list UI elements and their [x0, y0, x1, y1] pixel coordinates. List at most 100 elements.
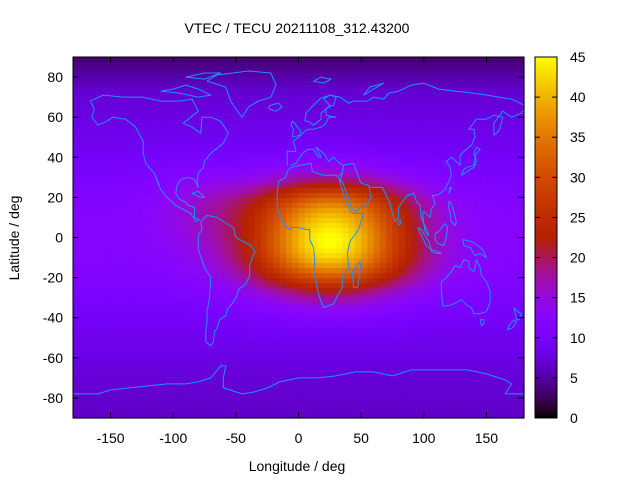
heatmap-cell: [116, 347, 124, 354]
heatmap-cell: [473, 167, 481, 173]
heatmap-cell: [192, 132, 199, 138]
heatmap-cell: [217, 207, 224, 214]
heatmap-cell: [141, 117, 149, 123]
heatmap-cell: [317, 247, 325, 254]
heatmap-cell: [192, 382, 199, 389]
heatmap-cell: [417, 362, 425, 369]
heatmap-cell: [379, 347, 387, 354]
heatmap-cell: [329, 397, 337, 404]
heatmap-cell: [229, 247, 237, 254]
heatmap-cell: [223, 312, 231, 319]
heatmap-cell: [79, 152, 87, 158]
heatmap-cell: [361, 337, 368, 344]
heatmap-cell: [511, 387, 519, 394]
heatmap-cell: [166, 67, 174, 73]
heatmap-cell: [298, 352, 306, 359]
heatmap-cell: [367, 102, 375, 108]
heatmap-cell: [298, 202, 306, 209]
heatmap-cell: [223, 252, 231, 259]
heatmap-cell: [260, 382, 268, 389]
heatmap-cell: [436, 157, 444, 163]
heatmap-cell: [448, 162, 456, 168]
heatmap-cell: [329, 217, 337, 224]
heatmap-cell: [404, 162, 412, 168]
heatmap-cell: [517, 332, 525, 339]
heatmap-cell: [417, 152, 425, 158]
heatmap-cell: [505, 252, 513, 259]
heatmap-cell: [85, 87, 93, 93]
heatmap-cell: [461, 107, 469, 113]
heatmap-cell: [473, 297, 481, 304]
heatmap-cell: [285, 207, 293, 214]
heatmap-cell: [436, 212, 444, 219]
heatmap-cell: [461, 232, 469, 239]
heatmap-cell: [217, 177, 224, 183]
heatmap-cell: [498, 217, 506, 224]
heatmap-cell: [273, 337, 281, 344]
heatmap-cell: [79, 382, 87, 389]
heatmap-cell: [292, 232, 300, 239]
heatmap-cell: [273, 182, 281, 188]
heatmap-cell: [311, 82, 318, 88]
heatmap-cell: [154, 117, 162, 123]
heatmap-cell: [192, 412, 199, 419]
heatmap-cell: [392, 162, 400, 168]
heatmap-cell: [505, 317, 513, 324]
heatmap-cell: [517, 177, 525, 183]
heatmap-cell: [254, 97, 262, 103]
heatmap-cell: [104, 132, 112, 138]
heatmap-cell: [248, 412, 256, 419]
heatmap-cell: [329, 197, 337, 203]
heatmap-cell: [517, 92, 525, 98]
heatmap-cell: [141, 362, 149, 369]
heatmap-cell: [411, 372, 419, 379]
heatmap-cell: [235, 247, 243, 254]
heatmap-cell: [417, 242, 425, 249]
heatmap-cell: [104, 172, 112, 178]
heatmap-cell: [492, 112, 500, 118]
heatmap-cell: [386, 397, 394, 404]
heatmap-cell: [367, 317, 375, 324]
heatmap-cell: [260, 192, 268, 198]
heatmap-cell: [411, 217, 419, 224]
heatmap-cell: [154, 382, 162, 389]
heatmap-cell: [173, 67, 181, 73]
heatmap-cell: [229, 252, 237, 259]
heatmap-cell: [248, 252, 256, 259]
heatmap-cell: [436, 347, 444, 354]
heatmap-cell: [329, 222, 337, 229]
heatmap-cell: [304, 167, 312, 173]
heatmap-cell: [79, 282, 87, 289]
heatmap-cell: [354, 157, 362, 163]
heatmap-cell: [104, 412, 112, 419]
heatmap-cell: [154, 152, 162, 158]
heatmap-cell: [392, 397, 400, 404]
heatmap-cell: [248, 392, 256, 399]
heatmap-cell: [223, 387, 231, 394]
heatmap-cell: [373, 237, 381, 244]
heatmap-cell: [480, 282, 488, 289]
heatmap-cell: [279, 272, 287, 279]
heatmap-cell: [73, 317, 80, 324]
heatmap-cell: [442, 312, 450, 319]
heatmap-cell: [386, 287, 394, 294]
heatmap-cell: [116, 357, 124, 364]
heatmap-cell: [154, 387, 162, 394]
heatmap-cell: [354, 252, 362, 259]
heatmap-cell: [185, 172, 193, 178]
heatmap-cell: [423, 122, 431, 128]
heatmap-cell: [91, 327, 99, 334]
heatmap-cell: [461, 172, 469, 178]
heatmap-cell: [104, 357, 112, 364]
heatmap-cell: [304, 212, 312, 219]
heatmap-cell: [248, 72, 256, 78]
heatmap-cell: [486, 312, 494, 319]
heatmap-cell: [367, 157, 375, 163]
heatmap-cell: [354, 357, 362, 364]
heatmap-cell: [367, 322, 375, 329]
heatmap-cell: [123, 82, 130, 88]
heatmap-cell: [166, 77, 174, 83]
heatmap-cell: [379, 392, 387, 399]
heatmap-cell: [242, 322, 249, 329]
heatmap-cell: [517, 122, 525, 128]
